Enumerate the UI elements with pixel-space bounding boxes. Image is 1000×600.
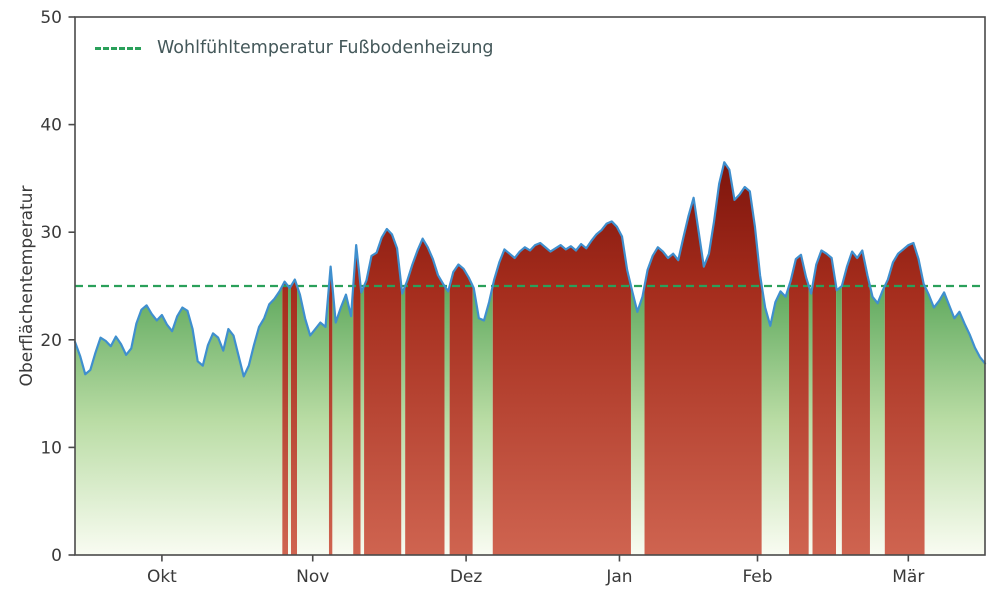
area-above-threshold: [841, 250, 870, 556]
area-below-threshold: [75, 286, 283, 555]
x-tick-label: Mär: [892, 567, 924, 587]
y-tick-label: 30: [40, 223, 62, 243]
area-below-threshold: [761, 286, 790, 555]
y-tick-label: 50: [40, 8, 62, 28]
area-above-threshold: [405, 238, 445, 555]
area-above-threshold: [364, 228, 402, 555]
x-tick-label: Nov: [296, 567, 329, 587]
plot-frame: [74, 16, 986, 556]
area-below-threshold: [401, 286, 406, 555]
area-above-threshold: [492, 221, 631, 555]
x-tick-label: Jan: [605, 567, 632, 587]
area-below-threshold: [869, 286, 885, 555]
area-above-threshold: [328, 266, 333, 555]
area-above-threshold: [282, 281, 289, 555]
temperature-curve: [73, 161, 987, 378]
area-below-threshold: [444, 286, 450, 555]
area-above-threshold: [789, 254, 809, 556]
area-above-threshold: [353, 245, 361, 556]
area-below-threshold: [288, 286, 291, 555]
area-below-threshold: [472, 286, 493, 555]
legend-label: Wohlfühltemperatur Fußbodenheizung: [157, 38, 494, 58]
area-above-threshold: [812, 250, 837, 556]
y-tick-label: 10: [40, 438, 62, 458]
area-above-threshold: [449, 264, 473, 555]
y-tick-label: 40: [40, 116, 62, 136]
area-below-threshold: [360, 286, 365, 555]
area-below-threshold: [332, 286, 354, 555]
y-tick-label: 20: [40, 331, 62, 351]
y-axis-label: Oberflächentemperatur: [17, 185, 37, 387]
area-above-threshold: [644, 162, 762, 555]
area-below-threshold: [297, 286, 329, 555]
area-below-threshold: [630, 286, 645, 555]
area-below-threshold: [836, 286, 842, 555]
x-tick-label: Feb: [742, 567, 772, 587]
x-tick-label: Okt: [147, 567, 177, 587]
x-tick-label: Dez: [450, 567, 483, 587]
area-above-threshold: [291, 279, 298, 555]
legend-dash-line: [95, 46, 141, 50]
area-above-threshold: [884, 242, 925, 555]
area-below-threshold: [808, 286, 813, 555]
y-tick-label: 0: [51, 546, 62, 566]
legend: Wohlfühltemperatur Fußbodenheizung: [95, 38, 494, 58]
area-below-threshold: [924, 286, 985, 555]
